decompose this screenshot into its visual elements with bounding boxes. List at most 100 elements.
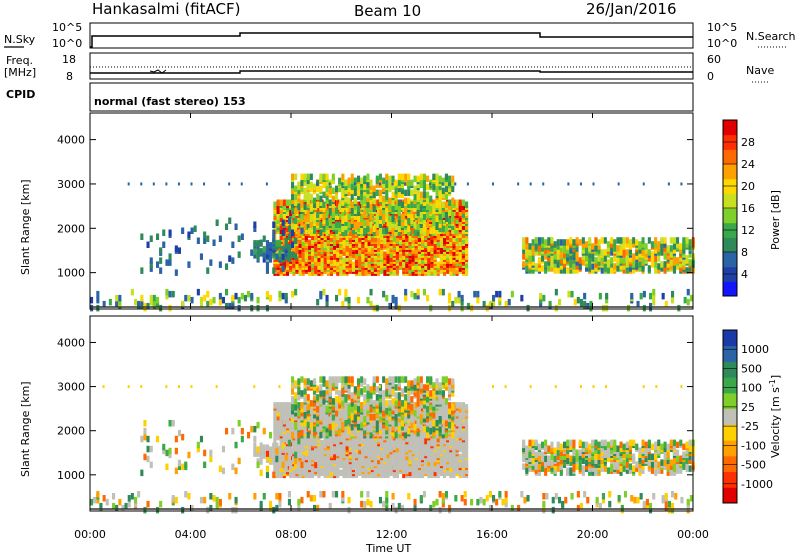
range-gate-cell	[377, 445, 381, 453]
range-gate-cell	[378, 209, 382, 216]
range-gate-cell	[348, 471, 352, 479]
range-gate-cell	[149, 298, 153, 306]
range-gate-cell	[397, 219, 401, 226]
range-gate-cell	[342, 261, 346, 268]
range-gate-cell	[357, 183, 361, 191]
range-gate-cell	[326, 243, 330, 250]
range-gate-cell	[347, 177, 351, 185]
range-gate-cell	[458, 251, 462, 258]
range-gate-cell	[279, 223, 283, 230]
range-gate-cell	[326, 402, 330, 409]
range-gate-cell	[422, 217, 426, 224]
range-gate-cell	[439, 245, 443, 252]
range-gate-cell	[309, 173, 313, 181]
range-gate-cell	[338, 203, 342, 210]
range-gate-cell	[367, 245, 371, 252]
range-gate-cell	[455, 227, 459, 234]
range-gate-cell	[410, 213, 414, 220]
range-gate-cell	[429, 304, 433, 312]
range-gate-cell	[424, 431, 428, 439]
range-gate-cell	[253, 252, 257, 259]
range-gate-cell	[601, 304, 605, 312]
range-gate-cell	[313, 197, 317, 205]
range-gate-cell	[550, 245, 554, 252]
range-gate-cell	[380, 261, 384, 268]
range-gate-cell	[369, 221, 373, 228]
range-gate-cell	[671, 290, 675, 298]
range-gate-cell	[539, 296, 543, 304]
range-gate-cell	[177, 182, 180, 186]
range-gate-cell	[366, 225, 370, 232]
range-gate-cell	[616, 265, 620, 272]
range-gate-cell	[357, 189, 361, 197]
range-gate-cell	[134, 298, 138, 306]
range-gate-cell	[291, 251, 295, 258]
range-gate-cell	[541, 245, 545, 252]
range-gate-cell	[429, 182, 432, 186]
range-gate-cell	[404, 173, 408, 181]
range-gate-cell	[654, 247, 658, 254]
range-gate-cell	[306, 183, 310, 191]
range-gate-cell	[320, 443, 324, 451]
range-gate-cell	[413, 292, 417, 300]
range-gate-cell	[432, 203, 436, 210]
range-gate-cell	[448, 203, 452, 210]
range-gate-cell	[616, 245, 620, 252]
range-gate-cell	[575, 267, 579, 274]
range-gate-cell	[569, 259, 573, 266]
range-gate-cell	[159, 247, 163, 254]
range-gate-cell	[432, 211, 436, 218]
range-gate-cell	[641, 241, 645, 248]
range-gate-cell	[644, 247, 648, 254]
range-gate-cell	[152, 300, 156, 308]
range-gate-cell	[588, 237, 592, 244]
freq-tick-top: 18	[62, 53, 76, 66]
range-gate-cell	[345, 239, 349, 246]
range-gate-cell	[416, 229, 420, 236]
range-gate-cell	[422, 199, 426, 206]
range-gate-cell	[297, 187, 301, 195]
range-gate-cell	[385, 294, 389, 302]
range-gate-cell	[628, 247, 632, 254]
range-gate-cell	[351, 227, 355, 234]
range-gate-cell	[424, 263, 428, 270]
range-gate-cell	[355, 253, 359, 260]
range-gate-cell	[449, 235, 453, 242]
range-gate-cell	[335, 294, 339, 302]
range-gate-cell	[336, 263, 340, 270]
range-gate-cell	[419, 197, 423, 205]
range-gate-cell	[297, 195, 301, 203]
range-gate-cell	[253, 225, 257, 232]
range-gate-cell	[619, 237, 623, 244]
range-gate-cell	[323, 437, 327, 445]
range-gate-cell	[156, 296, 160, 304]
range-gate-cell	[294, 173, 298, 181]
range-gate-cell	[336, 217, 340, 224]
range-gate-cell	[291, 201, 295, 208]
range-gate-cell	[470, 304, 474, 312]
range-gate-cell	[426, 294, 430, 302]
range-gate-cell	[276, 247, 280, 254]
range-gate-cell	[311, 233, 315, 240]
range-gate-cell	[316, 193, 320, 201]
range-gate-cell	[448, 296, 452, 304]
range-gate-cell	[438, 225, 442, 232]
range-gate-cell	[273, 420, 277, 427]
range-gate-cell	[375, 304, 379, 312]
range-gate-cell	[405, 453, 409, 461]
range-gate-cell	[361, 253, 365, 260]
range-gate-cell	[273, 425, 277, 433]
range-gate-cell	[438, 193, 442, 201]
range-gate-cell	[269, 256, 273, 263]
range-gate-cell	[96, 304, 100, 312]
range-gate-cell	[572, 257, 576, 264]
range-gate-cell	[231, 300, 235, 308]
range-gate-cell	[316, 211, 320, 218]
range-gate-cell	[275, 244, 279, 251]
range-gate-cell	[253, 248, 257, 255]
range-gate-cell	[553, 241, 557, 248]
range-gate-cell	[594, 257, 598, 264]
range-gate-cell	[218, 292, 222, 300]
